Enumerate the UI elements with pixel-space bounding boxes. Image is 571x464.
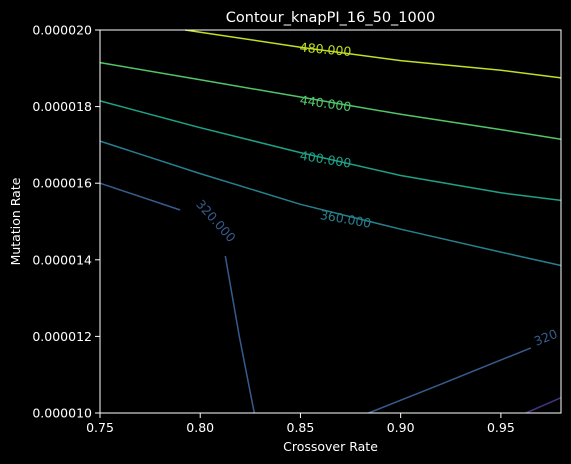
x-axis-label: Crossover Rate [283, 439, 378, 454]
y-tick-label: 0.000012 [32, 329, 92, 344]
plot-frame [99, 29, 562, 414]
plot-area [100, 30, 561, 413]
contour-line [224, 255, 256, 414]
contour-line [368, 347, 532, 414]
x-axis: 0.75 0.80 0.85 0.90 0.95 [86, 413, 515, 435]
y-tick-label: 0.000018 [32, 99, 92, 114]
chart-title: Contour_knapPI_16_50_1000 [226, 10, 435, 26]
x-tick-label: 0.90 [387, 420, 415, 435]
contour-label: 440.000 [299, 92, 352, 114]
x-tick-label: 0.85 [287, 420, 315, 435]
x-tick-label: 0.95 [487, 420, 515, 435]
y-axis-label: Mutation Rate [8, 177, 23, 265]
contour-line [99, 182, 181, 211]
x-tick-label: 0.75 [86, 420, 114, 435]
contour-line [99, 140, 562, 267]
contour-label: 480.000 [299, 40, 352, 59]
contour-line [99, 100, 562, 202]
x-tick-label: 0.80 [186, 420, 214, 435]
y-tick-label: 0.000014 [32, 252, 92, 267]
contour-line [525, 397, 562, 414]
contour-line [99, 61, 562, 140]
contour-line [185, 29, 562, 79]
y-tick-label: 0.000020 [32, 23, 92, 38]
y-axis: 0.000010 0.000012 0.000014 0.000016 0.000018… [32, 23, 100, 421]
y-tick-label: 0.000010 [32, 406, 92, 421]
y-tick-label: 0.000016 [32, 176, 92, 191]
contour-lines [99, 29, 562, 414]
